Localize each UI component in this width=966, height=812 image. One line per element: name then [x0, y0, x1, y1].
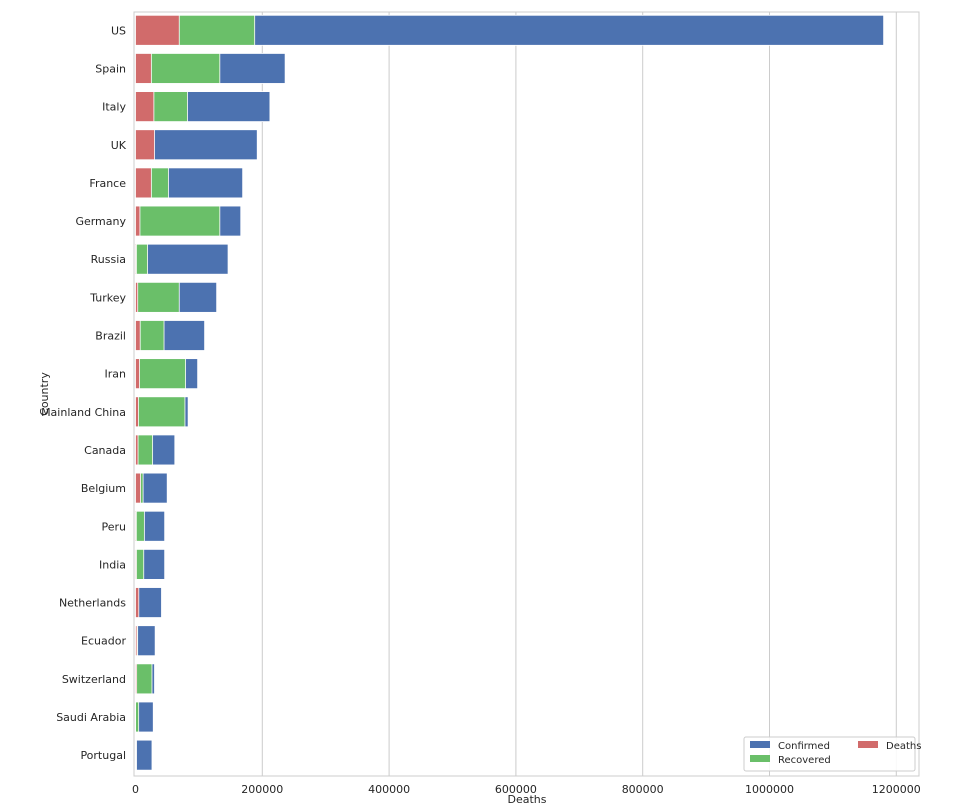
- y-tick-label: Belgium: [81, 482, 126, 495]
- legend-swatch-recovered: [750, 755, 770, 762]
- bar-deaths-ecuador: [136, 626, 137, 656]
- bar-confirmed-ecuador: [136, 626, 156, 656]
- y-tick-label: Italy: [102, 101, 126, 114]
- legend-swatch-confirmed: [750, 741, 770, 748]
- x-tick-label: 800000: [622, 783, 664, 796]
- bar-recovered-switzerland: [136, 664, 152, 694]
- y-tick-labels: US Spain Italy UK France Germany Russia Turkey B…: [41, 24, 127, 762]
- bar-deaths-uk: [136, 130, 155, 160]
- y-tick-label: Brazil: [95, 330, 126, 343]
- legend-label-deaths: Deaths: [886, 741, 921, 752]
- bar-deaths-belgium: [136, 473, 141, 503]
- y-axis-label: Country: [38, 372, 51, 416]
- y-tick-label: Netherlands: [59, 597, 126, 610]
- legend-swatch-deaths: [858, 741, 878, 748]
- bar-deaths-brazil: [136, 321, 141, 351]
- x-tick-label: 1000000: [745, 783, 794, 796]
- bar-deaths-canada: [136, 435, 139, 465]
- y-tick-label: Mainland China: [41, 406, 126, 419]
- y-tick-label: Switzerland: [62, 673, 126, 686]
- bar-deaths-us: [136, 15, 180, 45]
- y-tick-label: Germany: [75, 215, 126, 228]
- bar-deaths-italy: [136, 92, 154, 122]
- bar-deaths-germany: [136, 206, 140, 236]
- x-tick-label: 1200000: [872, 783, 921, 796]
- bar-deaths-spain: [136, 53, 152, 83]
- bar-deaths-portugal: [136, 740, 137, 770]
- x-tick-label: 400000: [368, 783, 410, 796]
- y-tick-label: Saudi Arabia: [56, 711, 126, 724]
- bar-deaths-netherlands: [136, 588, 139, 618]
- legend-label-confirmed: Confirmed: [778, 741, 830, 752]
- grid-layer: [262, 12, 896, 776]
- y-tick-label: India: [99, 558, 126, 571]
- y-tick-label: UK: [111, 139, 127, 152]
- y-tick-label: Peru: [101, 520, 126, 533]
- y-tick-label: Ecuador: [81, 635, 126, 648]
- y-tick-label: Iran: [105, 368, 127, 381]
- bar-layer: [136, 15, 884, 770]
- bar-confirmed-portugal: [136, 740, 152, 770]
- bar-recovered-germany: [136, 206, 220, 236]
- bar-deaths-turkey: [136, 282, 138, 312]
- bar-recovered-turkey: [136, 282, 180, 312]
- x-axis-label: Deaths: [508, 793, 547, 806]
- bar-deaths-switzerland: [136, 664, 137, 694]
- x-tick-label: 200000: [241, 783, 283, 796]
- bar-deaths-iran: [136, 359, 140, 389]
- y-tick-label: Russia: [91, 253, 126, 266]
- y-tick-label: Turkey: [89, 291, 126, 304]
- y-tick-label: Portugal: [80, 749, 126, 762]
- bar-deaths-india: [136, 549, 137, 579]
- plot-frame: [134, 12, 919, 776]
- bar-deaths-peru: [136, 511, 137, 541]
- bar-confirmed-russia: [136, 244, 229, 274]
- y-tick-label: France: [89, 177, 126, 190]
- legend-label-recovered: Recovered: [778, 755, 831, 766]
- y-tick-label: Spain: [95, 62, 126, 75]
- x-tick-label: 0: [132, 783, 139, 796]
- legend: Confirmed Recovered Deaths: [744, 737, 921, 771]
- bar-recovered-russia: [136, 244, 148, 274]
- bar-recovered-peru: [136, 511, 145, 541]
- bar-deaths-mainland-china: [136, 397, 139, 427]
- y-tick-label: Canada: [84, 444, 126, 457]
- bar-deaths-france: [136, 168, 152, 198]
- y-tick-label: US: [111, 24, 126, 37]
- bar-confirmed-netherlands: [136, 588, 162, 618]
- bar-recovered-iran: [136, 359, 186, 389]
- bar-deaths-russia: [136, 244, 137, 274]
- bar-recovered-mainland-china: [136, 397, 185, 427]
